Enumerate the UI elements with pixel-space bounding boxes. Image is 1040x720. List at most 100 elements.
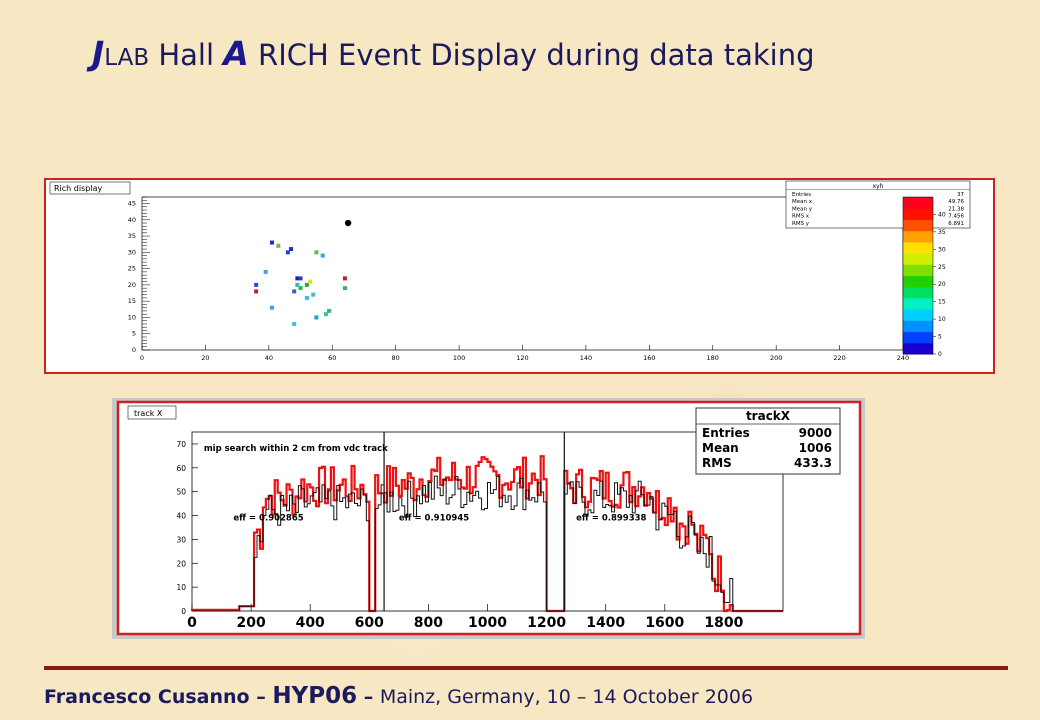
trackx-histogram-panel: track X0 200 400 600 800 1000 1200 1400 1600 1800… <box>112 398 865 639</box>
title-rest: RICH Event Display during data taking <box>248 38 815 72</box>
stats-title: trackX <box>746 409 791 423</box>
y-tick-label: 30 <box>176 535 186 544</box>
hit-point <box>270 305 275 310</box>
hit-point <box>276 243 281 248</box>
y-tick-label: 5 <box>132 330 136 338</box>
stats-label: RMS y <box>792 221 810 227</box>
panel-title-box <box>49 181 131 195</box>
stats-value: 9000 <box>799 426 832 440</box>
color-bar-segment <box>903 320 933 333</box>
color-bar-tick-label: 20 <box>938 281 946 288</box>
axes: 0 20 40 60 80 100 120 140 160 180 200 220 240 0 5 10 15 2… <box>128 196 909 362</box>
x-tick-label: 240 <box>897 354 909 362</box>
color-bar-tick-label: 40 <box>938 211 946 218</box>
stats-label: Entries <box>792 192 811 198</box>
y-tick-label: 25 <box>128 265 136 273</box>
stats-frame <box>695 407 841 475</box>
hit-point <box>285 250 290 255</box>
y-tick-label: 60 <box>176 464 186 473</box>
x-tick-label: 600 <box>355 615 384 631</box>
y-tick-label: 15 <box>128 297 136 305</box>
color-bar-tick-label: 35 <box>938 229 946 236</box>
footer: Francesco Cusanno – HYP06 – Mainz, Germa… <box>44 683 753 709</box>
y-tick-label: 30 <box>128 248 136 256</box>
x-tick-label: 80 <box>392 354 400 362</box>
title-lab: LAB <box>104 45 150 71</box>
color-bar-segment <box>903 197 933 209</box>
footer-conference: HYP06 <box>272 683 358 709</box>
efficiency-label: eff = 0.910945 <box>399 513 469 523</box>
x-tick-label: 200 <box>236 615 265 631</box>
footer-dash-2: – <box>357 686 380 708</box>
color-bar-tick-label: 25 <box>938 264 946 271</box>
axes: 0 200 400 600 800 1000 1200 1400 1600 1800 0 10 20 30… <box>176 440 743 631</box>
x-tick-label: 160 <box>643 354 655 362</box>
footer-rule <box>44 666 1008 670</box>
color-bar-segment <box>903 342 933 355</box>
stats-frame <box>785 180 971 229</box>
hit-point <box>289 247 294 252</box>
color-bar-segment <box>903 331 933 344</box>
hit-point <box>314 250 319 255</box>
x-tick-label: 180 <box>707 354 719 362</box>
panel-title: Rich display <box>54 184 102 193</box>
y-tick-label: 20 <box>176 559 186 568</box>
histogram-red-series <box>190 455 783 613</box>
hit-point <box>292 289 297 294</box>
hit-point <box>298 276 303 281</box>
title-a: A <box>223 34 249 73</box>
efficiency-label: eff = 0.899338 <box>576 513 646 523</box>
color-bar-frame <box>902 196 934 355</box>
x-tick-label: 1800 <box>704 615 743 631</box>
x-tick-label: 1000 <box>468 615 507 631</box>
x-tick-label: 1600 <box>645 615 684 631</box>
hit-point <box>254 282 259 287</box>
y-tick-label: 0 <box>132 346 136 354</box>
title-j: J <box>92 34 105 73</box>
color-bar: 0 5 10 15 20 25 30 35 40 <box>902 196 946 358</box>
stats-box: trackX Entries 9000 Mean 1006 RMS 433.3 <box>695 407 841 475</box>
color-bar-tick-label: 15 <box>938 299 946 306</box>
y-tick-label: 10 <box>128 313 136 321</box>
panel-title-box <box>127 405 177 420</box>
efficiency-label: eff = 0.902865 <box>233 513 303 523</box>
hit-point <box>342 276 347 281</box>
hit-point <box>323 312 328 317</box>
y-tick-label: 70 <box>176 440 186 449</box>
y-tick-label: 45 <box>128 200 136 208</box>
footer-dash-1: – <box>249 686 273 708</box>
hit-point <box>295 282 300 287</box>
color-bar-segment <box>903 309 933 321</box>
x-tick-label: 0 <box>187 615 197 631</box>
color-bar-segment <box>903 297 933 310</box>
hit-point <box>304 282 309 287</box>
stats-label: Mean <box>702 441 739 455</box>
x-tick-label: 1400 <box>586 615 625 631</box>
x-tick-label: 140 <box>580 354 592 362</box>
hit-points <box>254 240 347 326</box>
y-tick-label: 0 <box>181 607 186 616</box>
stats-label: RMS <box>702 456 732 470</box>
color-bar-tick-label: 30 <box>938 246 946 253</box>
hit-point <box>342 286 347 291</box>
x-tick-label: 40 <box>265 354 273 362</box>
annotation: mip search within 2 cm from vdc track <box>204 444 388 454</box>
stats-label: RMS x <box>792 214 810 220</box>
hit-point <box>295 276 300 281</box>
stats-label: Mean x <box>792 199 813 205</box>
stats-value: 6.891 <box>948 221 964 227</box>
histogram-black-series <box>192 475 783 612</box>
title-hall: Hall <box>149 38 224 72</box>
hit-point <box>308 279 313 284</box>
hit-point <box>311 292 316 297</box>
color-bar-segment <box>903 264 933 276</box>
x-tick-label: 60 <box>328 354 336 362</box>
stats-value: 21.38 <box>948 206 964 212</box>
hit-point <box>270 240 275 245</box>
x-tick-label: 400 <box>296 615 325 631</box>
stats-value: 1006 <box>799 441 832 455</box>
hit-point <box>327 308 332 313</box>
slide-title: JLAB Hall A RICH Event Display during da… <box>92 34 815 73</box>
x-tick-label: 0 <box>140 354 144 362</box>
